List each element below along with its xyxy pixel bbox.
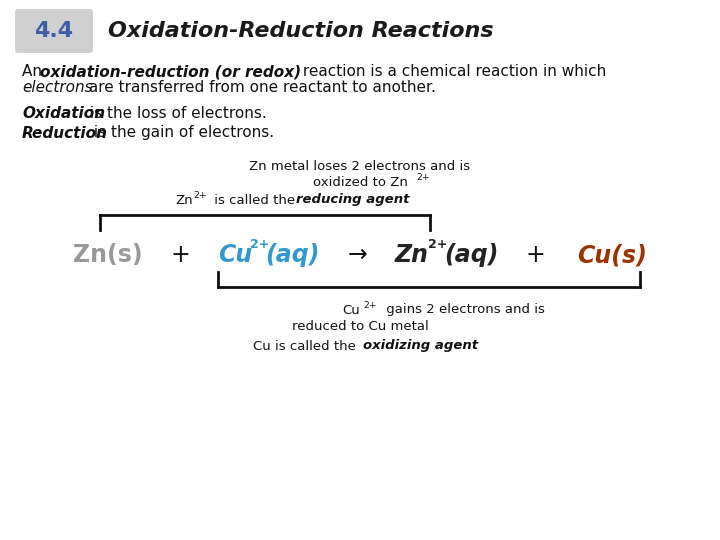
Text: 2+: 2+ bbox=[363, 300, 377, 309]
Text: electrons: electrons bbox=[22, 80, 93, 96]
Text: reducing agent: reducing agent bbox=[296, 193, 410, 206]
FancyBboxPatch shape bbox=[15, 9, 93, 53]
Text: Cu(s): Cu(s) bbox=[577, 243, 647, 267]
Text: oxidation-reduction (or redox): oxidation-reduction (or redox) bbox=[40, 64, 301, 79]
Text: Cu: Cu bbox=[218, 243, 252, 267]
Text: An: An bbox=[22, 64, 47, 79]
Text: +: + bbox=[525, 243, 545, 267]
Text: 2+: 2+ bbox=[428, 239, 447, 252]
Text: Oxidation: Oxidation bbox=[22, 105, 105, 120]
Text: Zn(s): Zn(s) bbox=[73, 243, 143, 267]
Text: (aq): (aq) bbox=[265, 243, 320, 267]
Text: 2+: 2+ bbox=[416, 172, 430, 181]
Text: Cu: Cu bbox=[342, 303, 360, 316]
Text: oxidized to Zn: oxidized to Zn bbox=[312, 176, 408, 188]
Text: (aq): (aq) bbox=[444, 243, 498, 267]
Text: Zn: Zn bbox=[395, 243, 429, 267]
Text: Reduction: Reduction bbox=[22, 125, 108, 140]
Text: Zn: Zn bbox=[175, 193, 193, 206]
Text: is called the: is called the bbox=[210, 193, 300, 206]
Text: is the loss of electrons.: is the loss of electrons. bbox=[85, 105, 266, 120]
Text: reduced to Cu metal: reduced to Cu metal bbox=[292, 321, 428, 334]
Text: 4.4: 4.4 bbox=[35, 21, 73, 41]
Text: 2+: 2+ bbox=[250, 239, 269, 252]
Text: 2+: 2+ bbox=[193, 191, 207, 199]
Text: is the gain of electrons.: is the gain of electrons. bbox=[89, 125, 274, 140]
Text: →: → bbox=[348, 243, 368, 267]
Text: Oxidation-Reduction Reactions: Oxidation-Reduction Reactions bbox=[108, 21, 494, 41]
Text: reaction is a chemical reaction in which: reaction is a chemical reaction in which bbox=[298, 64, 606, 79]
Text: are transferred from one reactant to another.: are transferred from one reactant to ano… bbox=[84, 80, 436, 96]
Text: Zn metal loses 2 electrons and is: Zn metal loses 2 electrons and is bbox=[249, 160, 471, 173]
Text: gains 2 electrons and is: gains 2 electrons and is bbox=[382, 303, 545, 316]
Text: Cu is called the: Cu is called the bbox=[253, 340, 360, 353]
Text: oxidizing agent: oxidizing agent bbox=[363, 340, 478, 353]
Text: +: + bbox=[170, 243, 190, 267]
